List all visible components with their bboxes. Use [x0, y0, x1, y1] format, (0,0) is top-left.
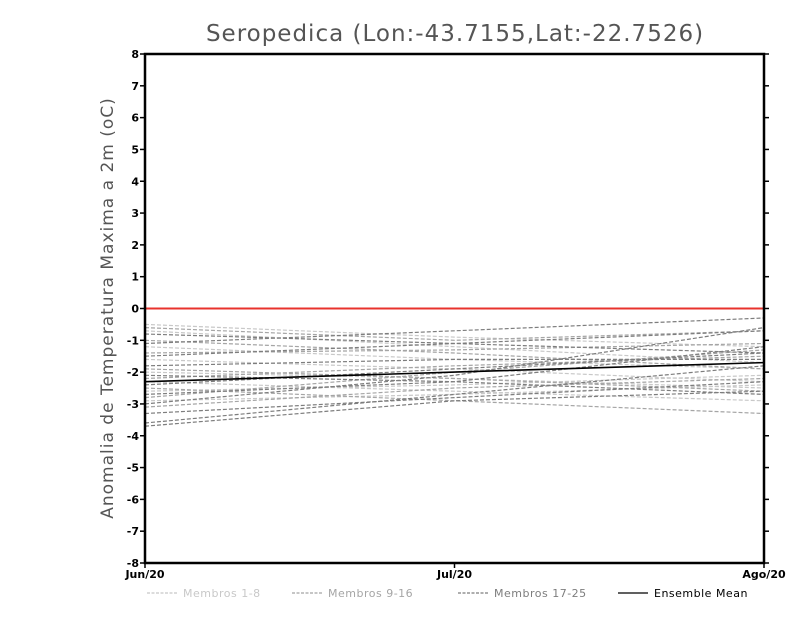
axis-layer: -8 -7 -6 -5 -4 -3 -2 -1 0 1 2 3 4 5 6 7 8 Jun/20 Jul/20 Ago…: [124, 48, 786, 581]
y-tick-label: 2: [131, 239, 139, 252]
series-line-24: [144, 327, 765, 405]
legend-label: Ensemble Mean: [654, 587, 748, 600]
y-axis-label: Anomalia de Temperatura Maxima a 2m (oC): [98, 97, 118, 519]
y-tick-label: 7: [131, 80, 139, 93]
series-line-20: [144, 358, 764, 367]
y-tick-label: -5: [127, 462, 139, 475]
y-tick-label: 4: [131, 175, 139, 188]
x-tick-label: Jun/20: [124, 568, 164, 581]
x-tick-label: Ago/20: [742, 568, 786, 581]
series-line-15: [144, 349, 765, 399]
legend: Membros 1-8 Membros 9-16 Membros 17-25 Ense…: [147, 587, 748, 600]
series-line-25: [144, 381, 765, 415]
y-tick-label: 3: [131, 207, 139, 220]
series-line-11: [144, 342, 765, 354]
chart-title: Seropedica (Lon:-43.7155,Lat:-22.7526): [206, 21, 704, 47]
y-tick-label: -4: [127, 430, 140, 443]
series-layer: [144, 317, 765, 427]
series-line-6: [144, 381, 765, 402]
series-line-27: [144, 365, 765, 424]
y-tick-label: 5: [131, 143, 139, 156]
series-line-22: [144, 352, 765, 386]
y-tick-label: 0: [131, 303, 139, 316]
series-line-8: [144, 384, 765, 402]
series-line-26: [144, 390, 765, 427]
series-line-14: [144, 387, 765, 415]
y-tick-label: 1: [131, 271, 139, 284]
legend-label: Membros 9-16: [328, 587, 413, 600]
y-tick-label: -8: [127, 557, 139, 570]
legend-label: Membros 17-25: [494, 587, 587, 600]
y-tick-label: -2: [127, 366, 139, 379]
y-tick-label: 6: [131, 112, 139, 125]
x-tick-label: Jul/20: [436, 568, 472, 581]
series-line-16: [144, 377, 765, 408]
series-line-19: [144, 330, 765, 357]
series-line-10: [144, 339, 765, 370]
y-tick-label: 8: [131, 48, 139, 61]
plot-frame: [143, 52, 766, 565]
series-line-2: [144, 330, 765, 364]
y-tick-label: -7: [127, 525, 139, 538]
legend-label: Membros 1-8: [183, 587, 261, 600]
y-tick-label: -3: [127, 398, 139, 411]
series-line-18: [144, 317, 765, 345]
y-tick-label: -6: [127, 493, 140, 506]
series-line-13: [144, 355, 765, 380]
y-tick-label: -1: [127, 334, 139, 347]
series-line-9: [144, 327, 765, 341]
series-line-28: [144, 361, 765, 383]
series-line-23: [144, 346, 765, 395]
